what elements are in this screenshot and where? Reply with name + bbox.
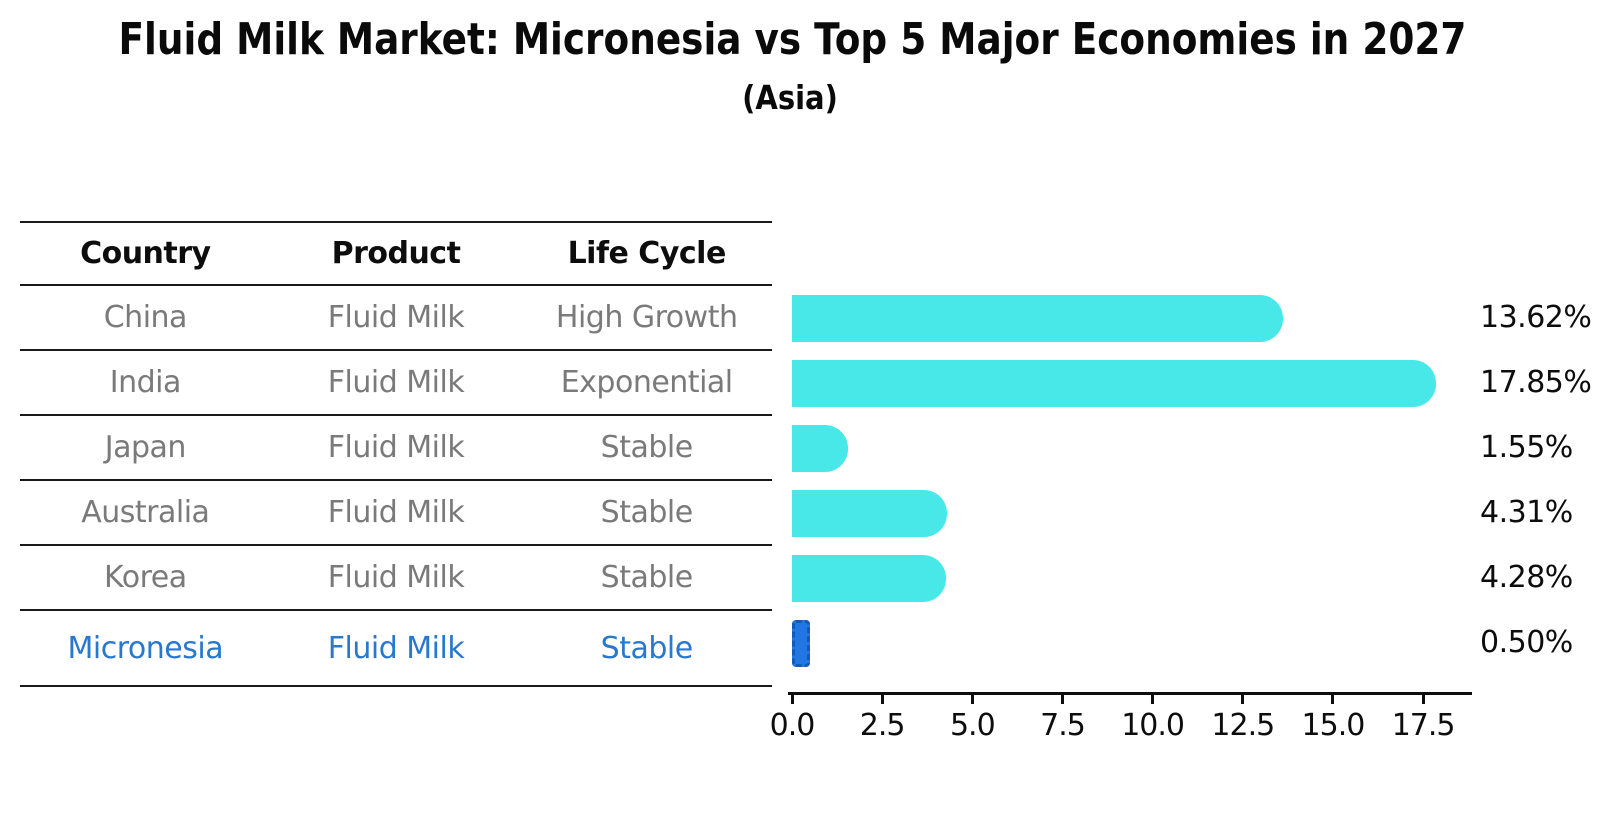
x-tick-mark (1151, 692, 1155, 704)
table-header-row: Country Product Life Cycle (20, 223, 772, 286)
cell-product: Fluid Milk (327, 430, 465, 465)
x-tick-mark (970, 692, 974, 704)
value-label-china: 13.62% (1480, 300, 1592, 335)
bar-korea (792, 554, 947, 602)
column-header-product: Product (331, 236, 461, 271)
table-row-china: China Fluid Milk High Growth (20, 286, 772, 351)
value-label-micronesia: 0.50% (1480, 625, 1573, 660)
cell-product: Fluid Milk (327, 630, 465, 666)
cell-country: Australia (81, 495, 210, 530)
x-tick-label: 7.5 (1040, 708, 1086, 743)
x-tick-label: 15.0 (1301, 708, 1366, 743)
cell-country: Japan (104, 430, 187, 465)
bar-australia (792, 489, 948, 537)
cell-life-cycle: High Growth (555, 300, 738, 335)
cell-product: Fluid Milk (327, 300, 465, 335)
bar-china (792, 294, 1284, 342)
x-tick-label: 2.5 (859, 708, 906, 743)
table-row-micronesia: Micronesia Fluid Milk Stable (20, 611, 772, 687)
x-tick-label: 0.0 (769, 708, 816, 743)
x-tick-mark (1060, 692, 1064, 704)
cell-country: India (109, 365, 182, 400)
table-row-australia: Australia Fluid Milk Stable (20, 481, 772, 546)
cell-product: Fluid Milk (327, 560, 465, 595)
chart-subtitle: (Asia) (742, 78, 838, 117)
cell-product: Fluid Milk (327, 495, 465, 530)
x-axis-line (788, 692, 1472, 695)
cell-life-cycle: Stable (600, 430, 694, 465)
x-tick-label: 12.5 (1211, 708, 1275, 743)
value-label-australia: 4.31% (1480, 495, 1573, 530)
cell-life-cycle: Stable (600, 630, 694, 666)
x-tick-mark (1421, 692, 1425, 704)
x-tick-mark (1241, 692, 1245, 704)
x-tick-label: 5.0 (949, 708, 996, 743)
value-label-japan: 1.55% (1480, 430, 1573, 465)
chart-title: Fluid Milk Market: Micronesia vs Top 5 M… (118, 14, 1467, 65)
cell-life-cycle: Exponential (560, 365, 733, 400)
bar-micronesia (792, 619, 811, 667)
bar-india (792, 359, 1436, 407)
cell-country: China (103, 300, 188, 335)
x-tick-label: 10.0 (1121, 708, 1185, 743)
country-table: Country Product Life Cycle China Fluid Mi… (20, 221, 772, 687)
bar-japan (792, 424, 848, 472)
table-row-korea: Korea Fluid Milk Stable (20, 546, 772, 611)
value-label-india: 17.85% (1480, 365, 1592, 400)
x-tick-label: 17.5 (1391, 708, 1456, 743)
cell-life-cycle: Stable (600, 560, 694, 595)
cell-country: Micronesia (67, 630, 224, 666)
x-tick-mark (790, 692, 794, 704)
table-row-japan: Japan Fluid Milk Stable (20, 416, 772, 481)
column-header-country: Country (80, 236, 211, 271)
cell-country: Korea (104, 560, 187, 595)
x-tick-mark (1331, 692, 1335, 704)
column-header-life-cycle: Life Cycle (567, 236, 727, 271)
table-row-india: India Fluid Milk Exponential (20, 351, 772, 416)
x-tick-mark (880, 692, 884, 704)
cell-product: Fluid Milk (327, 365, 465, 400)
value-label-korea: 4.28% (1480, 560, 1573, 595)
cell-life-cycle: Stable (600, 495, 694, 530)
table-body: China Fluid Milk High Growth India Fluid Mil… (20, 286, 772, 687)
